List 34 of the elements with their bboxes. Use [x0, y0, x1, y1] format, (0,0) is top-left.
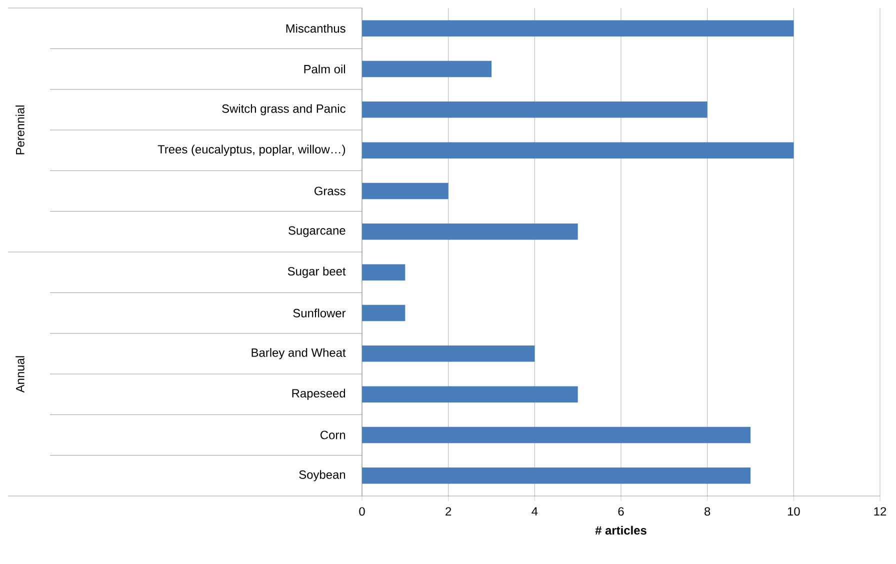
y-tick-label: Sugar beet — [288, 266, 346, 278]
bar — [362, 386, 578, 402]
bar — [362, 264, 406, 280]
y-tick-label: Switch grass and Panic — [222, 104, 346, 116]
bar — [362, 468, 751, 484]
x-axis-title: # articles — [595, 526, 646, 535]
text: Perennial — [16, 106, 24, 154]
x-tick-label: 0 — [359, 507, 365, 516]
bar — [362, 346, 535, 362]
text: Annual — [16, 356, 24, 393]
x-tick-label: 12 — [874, 507, 886, 516]
x-tick-label: 4 — [532, 507, 538, 516]
bar — [362, 224, 578, 240]
y-tick-label: Sunflower — [293, 308, 346, 318]
bar — [362, 426, 751, 444]
y-tick-label: Corn — [320, 430, 346, 440]
y-tick-label: Grass — [314, 186, 346, 196]
x-tick-label: 10 — [788, 507, 800, 516]
bar — [362, 20, 794, 36]
x-tick-label: 6 — [618, 507, 624, 516]
bar — [362, 304, 406, 322]
bar — [362, 142, 794, 158]
y-tick-label: Rapeseed — [292, 388, 346, 400]
y-tick-label: Miscanthus — [286, 24, 346, 33]
bar — [362, 182, 448, 200]
y-tick-label: Sugarcane — [288, 226, 346, 238]
x-tick-label: 8 — [704, 507, 710, 516]
bar — [362, 60, 492, 78]
y-tick-label: Barley and Wheat — [252, 348, 346, 360]
bar — [362, 102, 708, 118]
x-tick-label: 2 — [446, 507, 452, 516]
y-tick-label: Trees (eucalyptus, poplar, willow…) — [158, 144, 346, 156]
y-tick-label: Palm oil — [304, 64, 345, 74]
y-tick-label: Soybean — [299, 470, 346, 482]
